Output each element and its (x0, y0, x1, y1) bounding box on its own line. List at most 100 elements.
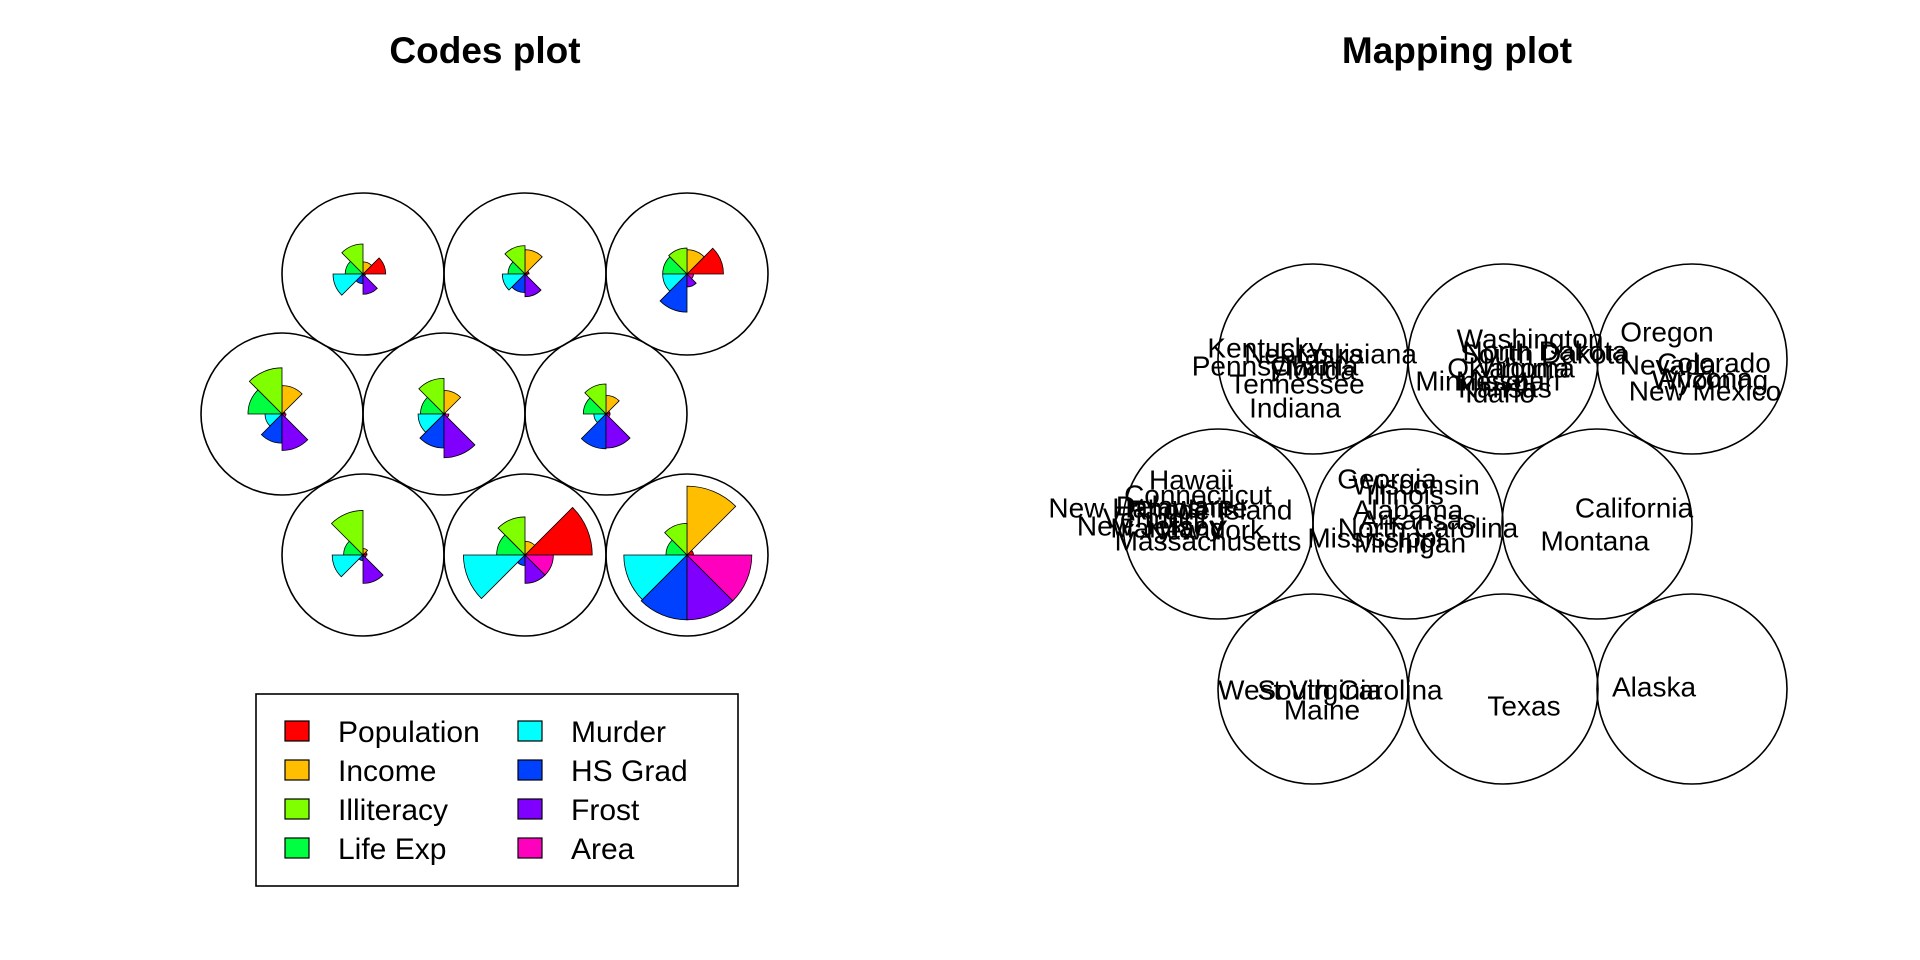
mapping-unit-circle (1312, 428, 1504, 620)
codes-plot-title: Codes plot (389, 30, 580, 71)
codes-segment-frost (281, 413, 309, 451)
mapping-label: Wyoming (1652, 364, 1768, 395)
codes-segment-illiteracy (330, 510, 364, 556)
codes-segment-illiteracy (418, 377, 445, 415)
mapping-label: New Jersey (1077, 510, 1223, 541)
codes-segment-frost (443, 413, 476, 459)
legend-swatch (284, 837, 310, 859)
codes-plot (200, 192, 769, 637)
legend-swatch (284, 759, 310, 781)
mapping-label: Maryland (1110, 512, 1225, 543)
mapping-label: Indiana (1249, 392, 1341, 423)
mapping-label: South Carolina (1257, 674, 1443, 705)
codes-segment-illiteracy (248, 367, 283, 415)
codes-segment-income (281, 385, 303, 415)
mapping-label: North Carolina (1338, 512, 1519, 543)
mapping-label: Tennessee (1229, 368, 1364, 399)
legend-label: Frost (571, 794, 640, 827)
codes-segment-area (524, 273, 528, 277)
mapping-label: Kansas (1458, 372, 1551, 403)
legend-swatch (517, 720, 543, 742)
mapping-label: Florida (1270, 354, 1356, 385)
mapping-plot: KentuckyNebraskaLouisianaPennsylvaniaOhi… (1048, 263, 1788, 785)
codes-segment-murder (331, 554, 364, 578)
codes-segment-income (524, 249, 543, 275)
codes-segment-area (686, 273, 694, 280)
codes-segment-income (605, 394, 620, 415)
codes-segment-murder (463, 554, 526, 600)
legend-label: Population (338, 716, 480, 749)
legend-label: Illiteracy (338, 794, 448, 827)
mapping-label: Virginia (1477, 352, 1570, 383)
codes-segment-hs-grad (580, 413, 607, 450)
mapping-label: Nevada (1620, 349, 1717, 380)
codes-segment-population (524, 506, 593, 556)
mapping-label: Minnesota (1415, 365, 1545, 396)
mapping-label: California (1575, 492, 1694, 523)
legend-swatch (284, 720, 310, 742)
codes-segment-frost (524, 273, 542, 298)
codes-legend: Population Income Illiteracy Life Exp Murder… (255, 693, 739, 887)
codes-segment-illiteracy (664, 523, 688, 556)
mapping-label: Texas (1487, 690, 1560, 721)
mapping-unit-circle (1407, 593, 1599, 785)
mapping-label: Ohio (1270, 350, 1329, 381)
codes-segment-frost (362, 554, 384, 584)
legend-swatch (517, 759, 543, 781)
codes-segment-area (686, 554, 753, 602)
mapping-label: Alabama (1353, 494, 1464, 525)
mapping-label: Massachusetts (1115, 525, 1302, 556)
mapping-label: Mississippi (1307, 522, 1442, 553)
mapping-label: Illinois (1366, 479, 1444, 510)
codes-segment-murder (501, 273, 526, 291)
codes-segment-area (281, 413, 287, 418)
mapping-label: North Dakota (1463, 335, 1628, 366)
mapping-label: Connecticut (1124, 479, 1272, 510)
codes-segment-area (443, 413, 450, 419)
codes-segment-frost (605, 413, 631, 449)
codes-segment-murder (332, 273, 364, 296)
mapping-label: Louisiana (1297, 338, 1417, 369)
mapping-label: Oregon (1620, 316, 1713, 347)
mapping-label: Arkansas (1360, 504, 1477, 535)
legend-swatch (517, 837, 543, 859)
legend-box (255, 693, 739, 887)
mapping-label: Colorado (1657, 347, 1771, 378)
legend-label: Life Exp (338, 833, 446, 866)
codes-segment-illiteracy (341, 243, 364, 275)
legend-swatch (284, 798, 310, 820)
codes-segment-population (686, 247, 724, 275)
codes-segment-area (605, 413, 611, 418)
mapping-label: Washington (1457, 323, 1604, 354)
codes-unit-circle (524, 332, 688, 496)
mapping-label: Georgia (1337, 463, 1437, 494)
codes-unit-circle (605, 473, 769, 637)
mapping-unit-circle (1407, 263, 1599, 455)
codes-unit-circle (605, 192, 769, 356)
mapping-label: Maine (1284, 694, 1360, 725)
mapping-label: Pennsylvania (1192, 350, 1359, 381)
codes-segment-frost (362, 273, 378, 295)
mapping-unit-circle (1501, 428, 1693, 620)
codes-segment-income (443, 390, 462, 415)
mapping-label: Michigan (1354, 527, 1466, 558)
mapping-label: Missouri (1456, 365, 1560, 396)
mapping-unit-circle (1596, 263, 1788, 455)
legend-label: Murder (571, 716, 666, 749)
codes-segment-area (524, 554, 554, 576)
mapping-plot-title: Mapping plot (1342, 30, 1572, 71)
codes-segment-area (362, 273, 366, 277)
legend-label: HS Grad (571, 755, 688, 788)
codes-segment-illiteracy (584, 383, 607, 415)
mapping-label: Vermont (1103, 502, 1207, 533)
codes-segment-frost (686, 273, 697, 288)
mapping-label: West Virginia (1218, 674, 1382, 705)
mapping-label: Alaska (1612, 671, 1696, 702)
codes-segment-life-exp (582, 397, 607, 415)
mapping-label: New Hampshire (1048, 492, 1247, 523)
codes-segment-illiteracy (497, 516, 526, 556)
mapping-label: New York (1146, 514, 1265, 545)
codes-segment-illiteracy (668, 247, 688, 275)
mapping-label: Idaho (1465, 377, 1535, 408)
